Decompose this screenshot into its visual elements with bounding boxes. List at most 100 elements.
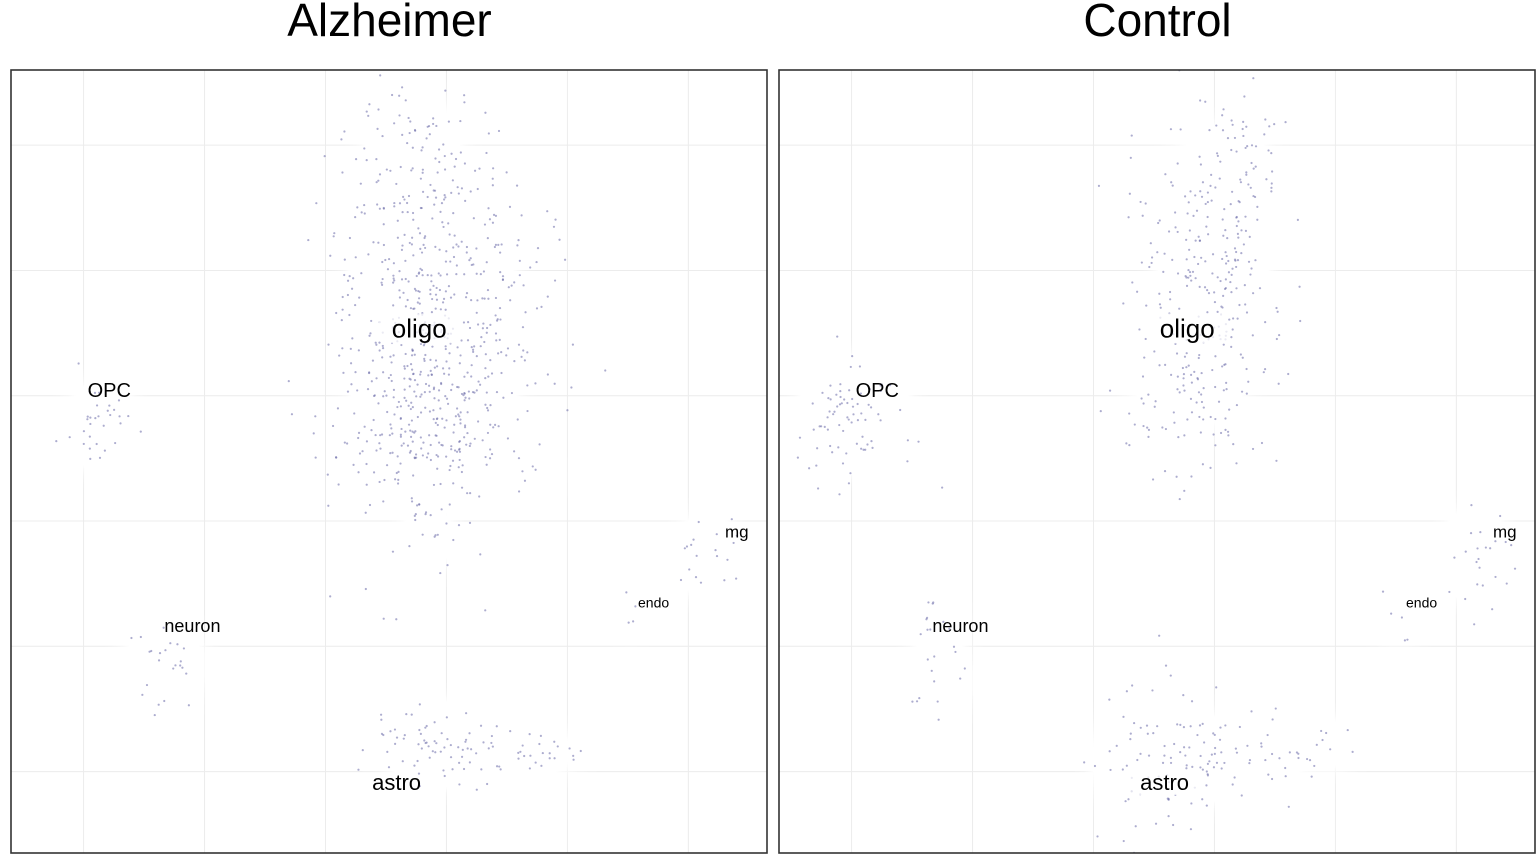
cell-point <box>287 380 290 383</box>
cell-point <box>462 394 465 397</box>
cell-point <box>1201 181 1205 184</box>
cluster-label-astro: astro <box>1129 769 1200 796</box>
cell-point <box>1187 201 1190 204</box>
cell-point <box>1134 825 1137 828</box>
cell-point <box>392 396 395 399</box>
cell-point <box>463 399 466 402</box>
cell-point <box>401 760 404 763</box>
cell-point <box>447 285 451 288</box>
density-blob-oligo <box>1217 116 1263 180</box>
cell-point <box>808 467 811 470</box>
cell-point <box>434 307 437 310</box>
cell-point <box>851 397 854 401</box>
cell-point <box>141 693 144 696</box>
cell-point <box>735 577 738 580</box>
cell-point <box>1227 271 1231 274</box>
cell-point <box>1270 190 1273 193</box>
cell-point <box>1230 148 1233 152</box>
cell-point <box>409 407 412 411</box>
cell-point <box>929 628 932 631</box>
cell-point <box>417 772 421 775</box>
cell-point <box>1182 384 1185 387</box>
cell-point <box>400 278 404 281</box>
cell-point <box>1216 276 1219 279</box>
cell-point <box>468 444 471 448</box>
cell-point <box>468 521 472 524</box>
cell-point <box>1184 275 1187 278</box>
cell-point <box>566 409 569 412</box>
cell-point <box>399 433 402 436</box>
cell-point <box>410 243 414 246</box>
cell-point <box>933 655 936 658</box>
cell-point <box>157 659 161 662</box>
cell-point <box>403 396 406 399</box>
cell-point <box>541 751 544 755</box>
cell-point <box>855 442 858 445</box>
cell-point <box>1176 162 1179 165</box>
cell-point <box>1185 767 1188 770</box>
density-blob-endo <box>619 598 643 623</box>
cell-point <box>1231 123 1234 126</box>
cell-point <box>1504 540 1507 544</box>
cell-point <box>497 352 500 355</box>
cell-point <box>1213 300 1217 304</box>
cell-point <box>444 260 448 263</box>
cell-point <box>489 323 492 326</box>
cell-point <box>926 658 929 661</box>
cell-point <box>381 134 384 138</box>
cell-point <box>419 373 422 376</box>
cell-point <box>361 450 364 453</box>
cell-point <box>130 636 133 640</box>
cell-point <box>414 289 418 292</box>
cell-point <box>403 198 406 201</box>
cell-point <box>185 672 188 675</box>
cell-point <box>829 398 832 401</box>
cell-point <box>1224 262 1228 265</box>
cell-point <box>1244 215 1247 218</box>
cell-point <box>432 387 435 391</box>
cell-point <box>1406 638 1409 641</box>
cell-point <box>553 382 556 385</box>
cell-point <box>572 758 575 761</box>
cell-point <box>1174 211 1177 214</box>
cell-point <box>357 431 361 435</box>
cell-point <box>1236 317 1239 320</box>
cell-point <box>413 514 416 517</box>
cell-point <box>395 182 398 186</box>
cell-point <box>1167 814 1170 818</box>
cell-point <box>522 284 525 287</box>
cell-point <box>1146 426 1149 429</box>
cell-point <box>357 436 360 440</box>
cell-point <box>1195 401 1198 404</box>
cell-point <box>1320 729 1323 733</box>
cell-point <box>1161 426 1164 429</box>
cell-point <box>1179 751 1182 754</box>
cell-point <box>837 446 840 449</box>
cell-point <box>382 223 385 226</box>
cell-point <box>431 750 434 753</box>
cell-point <box>1167 230 1171 233</box>
cell-point <box>1191 270 1195 273</box>
cell-point <box>1235 462 1238 465</box>
cell-point <box>1142 402 1145 405</box>
cell-point <box>1231 783 1234 786</box>
cell-point <box>1264 758 1267 762</box>
cell-point <box>419 395 422 398</box>
cell-point <box>517 239 520 242</box>
cell-point <box>459 418 462 421</box>
cell-point <box>370 428 373 432</box>
cell-point <box>378 341 381 344</box>
cell-point <box>442 225 445 229</box>
cell-point <box>396 455 399 458</box>
cell-point <box>119 422 122 425</box>
cell-point <box>485 391 488 394</box>
cell-point <box>1203 286 1207 289</box>
cell-point <box>1264 321 1267 324</box>
cell-point <box>535 260 538 264</box>
cell-point <box>451 459 455 462</box>
cell-point <box>118 415 121 418</box>
cell-point <box>390 93 394 97</box>
cell-point <box>1169 298 1172 301</box>
density-blob-astro <box>517 735 578 767</box>
cell-point <box>465 251 468 254</box>
